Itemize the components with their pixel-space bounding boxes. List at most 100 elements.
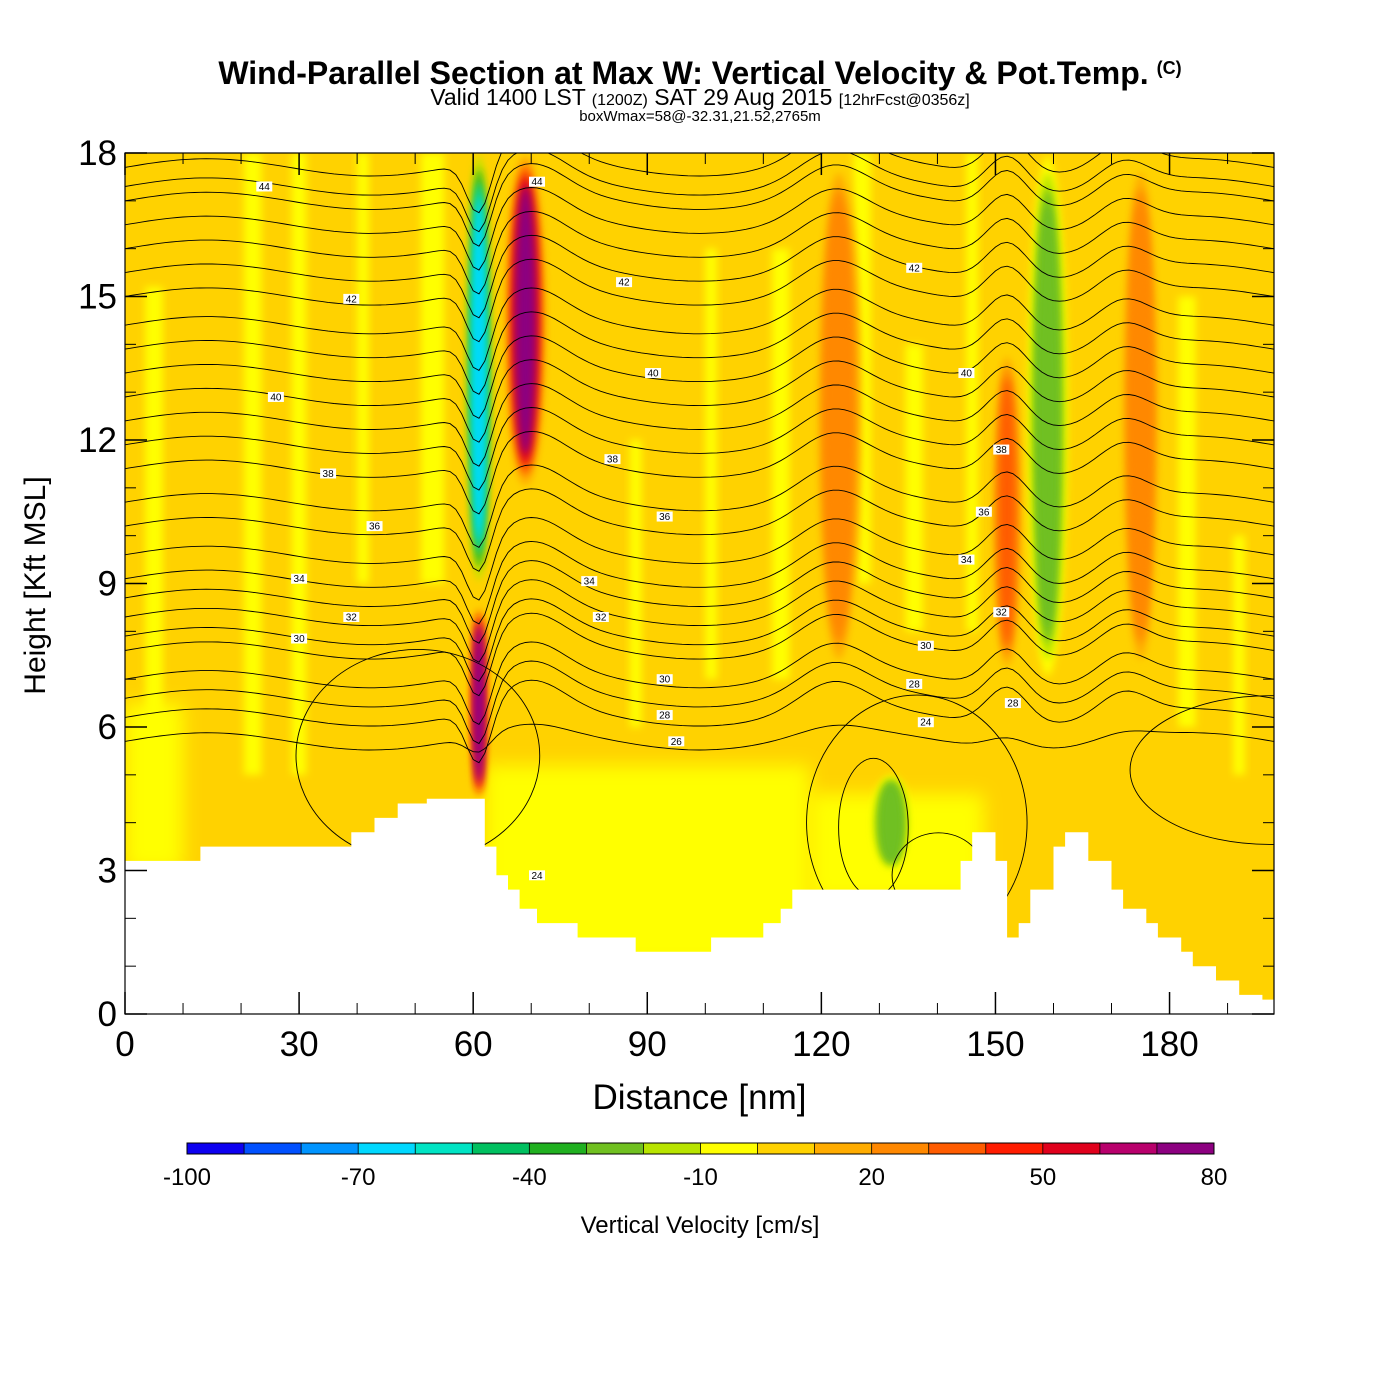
contour-label-bg bbox=[993, 607, 1010, 618]
updraft-core bbox=[474, 626, 484, 780]
colorbar-tick-label: -70 bbox=[341, 1164, 376, 1191]
colorbar: -100 -70 -40 -10 20 50 80 Vertical Velocity [cm… bbox=[163, 1142, 1227, 1239]
contour-label: 34 bbox=[961, 555, 973, 566]
contour-label: 36 bbox=[369, 522, 381, 533]
colorbar-swatch bbox=[472, 1143, 530, 1154]
theta-contour bbox=[125, 153, 1274, 233]
contour-label: 30 bbox=[659, 675, 671, 686]
contour-label-bg bbox=[645, 368, 662, 379]
valid-time: Valid 1400 LST bbox=[430, 84, 586, 110]
theta-contour-minor bbox=[125, 560, 1274, 644]
copyright-mark: (C) bbox=[1156, 58, 1182, 78]
colorbar-tick-label: 20 bbox=[858, 1164, 885, 1191]
x-tick-label: 120 bbox=[792, 1025, 850, 1064]
theta-contour-minor bbox=[125, 287, 1274, 371]
contour-label: 26 bbox=[671, 737, 683, 748]
contour-label: 42 bbox=[346, 294, 358, 305]
contour-label-bg bbox=[906, 262, 923, 273]
theta-contour bbox=[125, 612, 1274, 697]
weak-streak bbox=[629, 440, 642, 727]
theta-contour bbox=[125, 359, 1274, 443]
x-tick-label: 180 bbox=[1140, 1025, 1198, 1064]
chart-title-text: Wind-Parallel Section at Max W: Vertical… bbox=[218, 55, 1149, 91]
updraft-core bbox=[826, 205, 851, 627]
updraft-core bbox=[515, 186, 536, 455]
x-tick-label: 30 bbox=[280, 1025, 319, 1064]
contour-label-bg bbox=[343, 293, 360, 304]
contour-label-bg bbox=[256, 181, 273, 192]
theta-contour bbox=[125, 660, 1274, 745]
contour-label-bg bbox=[958, 554, 975, 565]
valid-date: SAT 29 Aug 2015 bbox=[654, 84, 833, 110]
contour-label: 32 bbox=[996, 608, 1008, 619]
contour-label: 38 bbox=[323, 469, 335, 480]
contour-label-bg bbox=[320, 468, 337, 479]
updraft-core bbox=[1130, 205, 1151, 627]
theta-contour-minor bbox=[125, 641, 1274, 725]
colorbar-tick-label: -10 bbox=[683, 1164, 718, 1191]
theta-contour bbox=[125, 430, 1274, 515]
contour-label: 44 bbox=[531, 177, 543, 188]
contour-label: 40 bbox=[270, 392, 282, 403]
y-axis-label: Height [Kft MSL] bbox=[19, 476, 52, 694]
weak-streak bbox=[905, 344, 923, 632]
contour-label: 28 bbox=[659, 711, 671, 722]
theta-contour bbox=[125, 679, 1274, 764]
theta-contour-closed bbox=[1129, 695, 1274, 845]
y-tick-label: 6 bbox=[98, 708, 117, 747]
theta-contour-labels: 44 44 42 42 42 40 40 40 38 38 38 36 36 36 34 34 34 32 32 32… bbox=[256, 176, 1021, 882]
colorbar-swatch bbox=[244, 1143, 302, 1154]
contour-label: 24 bbox=[920, 718, 932, 729]
theta-contour bbox=[125, 258, 1274, 343]
contour-label: 28 bbox=[909, 679, 921, 690]
theta-contour-minor bbox=[125, 335, 1274, 419]
theta-contour bbox=[125, 723, 1274, 753]
downdraft-core bbox=[880, 784, 902, 861]
contour-label-bg bbox=[906, 678, 923, 689]
y-tick-label: 15 bbox=[78, 278, 117, 317]
contour-label-bg bbox=[291, 633, 308, 644]
weak-streak bbox=[1233, 535, 1245, 775]
contour-label-bg bbox=[604, 454, 621, 465]
contour-label-bg bbox=[656, 674, 673, 685]
weak-streak bbox=[1178, 296, 1196, 727]
forecast-info: [12hrFcst@0356z] bbox=[838, 92, 970, 109]
contour-label: 30 bbox=[294, 634, 306, 645]
theta-contour-minor bbox=[125, 407, 1274, 491]
colorbar-swatch bbox=[1042, 1143, 1101, 1154]
theta-contour-minor bbox=[125, 311, 1274, 395]
contour-label-bg bbox=[975, 506, 992, 517]
y-tick-label: 12 bbox=[78, 421, 117, 460]
y-tick-label: 18 bbox=[78, 134, 117, 173]
contour-label-bg bbox=[656, 511, 673, 522]
colorbar-tick-label: -100 bbox=[163, 1164, 211, 1191]
contour-label-bg bbox=[291, 573, 308, 584]
contour-label: 36 bbox=[978, 507, 990, 518]
contour-label: 30 bbox=[920, 641, 932, 652]
x-tick-label: 60 bbox=[454, 1025, 493, 1064]
contour-label-bg bbox=[529, 870, 546, 881]
theta-contour-minor bbox=[125, 517, 1274, 601]
theta-contour-minor bbox=[125, 187, 1274, 271]
weak-streak bbox=[420, 153, 445, 584]
colorbar-swatch bbox=[586, 1143, 644, 1154]
theta-contour-minor bbox=[125, 234, 1274, 319]
chart-title: Wind-Parallel Section at Max W: Vertical… bbox=[0, 50, 1400, 91]
downdraft-core bbox=[472, 196, 486, 541]
weak-streak bbox=[705, 248, 717, 680]
colorbar-swatch bbox=[985, 1143, 1044, 1154]
contour-label-bg bbox=[529, 176, 546, 187]
colorbar-swatch bbox=[415, 1143, 473, 1154]
theta-contour-minor bbox=[125, 163, 1274, 247]
contour-label-bg bbox=[592, 611, 609, 622]
contour-label: 34 bbox=[294, 574, 306, 585]
contour-label: 32 bbox=[346, 612, 358, 623]
colorbar-tick-label: -40 bbox=[512, 1164, 547, 1191]
theta-contour bbox=[125, 488, 1274, 572]
contour-label: 40 bbox=[648, 369, 660, 380]
colorbar-swatch bbox=[814, 1143, 873, 1154]
theta-contour-minor bbox=[125, 383, 1274, 467]
x-tick-label: 0 bbox=[115, 1025, 134, 1064]
